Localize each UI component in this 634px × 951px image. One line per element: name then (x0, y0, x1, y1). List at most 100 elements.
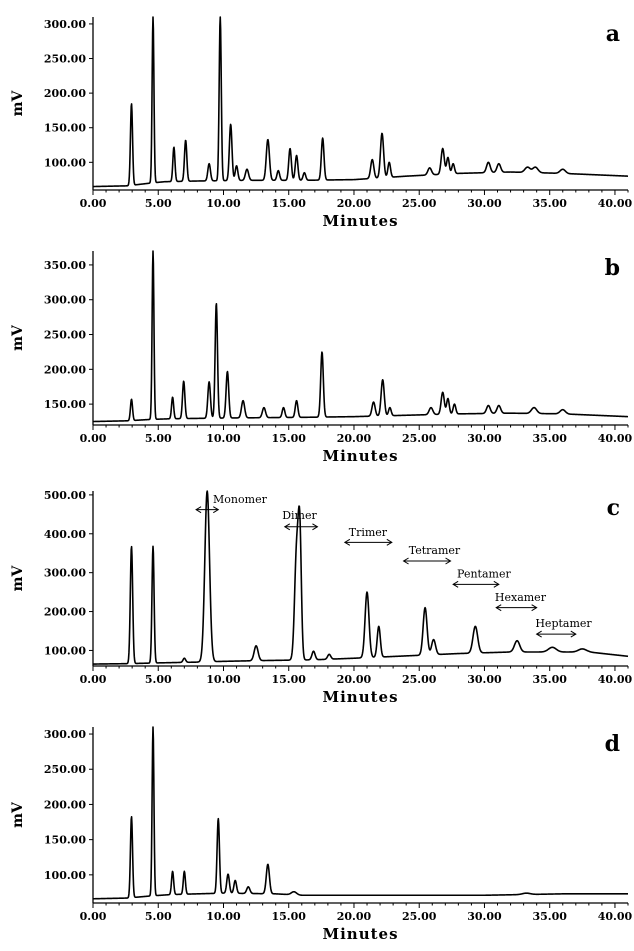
chart-panel-d: 100.00 150.00 200.00 250.00 300.00 0.00 5.00 10… (10, 726, 633, 943)
x-tick-label: 20.00 (337, 432, 372, 445)
arrow-head-left (195, 506, 202, 514)
annotation-label: Tetramer (409, 544, 461, 557)
arrow-head-right (312, 523, 319, 531)
chart-panel-b: 150.00 200.00 250.00 300.00 350.00 0.00 5.00 10… (10, 250, 633, 465)
x-tick-label: 0.00 (80, 197, 107, 210)
y-tick-label: 100.00 (44, 644, 86, 657)
chart-panel-c: 100.00 200.00 300.00 400.00 500.00 0.00 5.00 10… (10, 489, 633, 706)
y-tick-label: 200.00 (44, 798, 86, 811)
x-tick-label: 5.00 (145, 910, 172, 923)
y-axis-label: mV (10, 801, 26, 828)
x-tick-label: 15.00 (272, 910, 307, 923)
chromatogram-trace-c (92, 490, 629, 665)
x-tick-label: 25.00 (402, 673, 437, 686)
panel-label-b: b (605, 255, 620, 281)
y-tick-label: 300.00 (44, 18, 86, 31)
x-tick-label: 30.00 (467, 197, 502, 210)
annotation-heptamer: Heptamer (535, 617, 592, 638)
x-tick-label: 30.00 (467, 432, 502, 445)
x-tick-label: 35.00 (532, 432, 567, 445)
arrow-head-right (493, 580, 500, 588)
y-tick-label: 200.00 (44, 87, 86, 100)
annotation-monomer: Monomer (195, 493, 268, 514)
x-tick-label: 15.00 (272, 432, 307, 445)
arrow-head-right (570, 630, 577, 638)
x-tick-label: 10.00 (206, 197, 241, 210)
y-tick-label: 200.00 (44, 363, 86, 376)
chromatogram-trace-b (92, 250, 629, 423)
y-tick-label: 500.00 (44, 489, 86, 502)
annotation-label: Dimer (282, 509, 317, 522)
y-tick-label: 200.00 (44, 606, 86, 619)
arrow-head-right (213, 506, 220, 514)
x-tick-label: 40.00 (598, 432, 633, 445)
y-tick-label: 100.00 (44, 869, 86, 882)
x-tick-label: 30.00 (467, 910, 502, 923)
x-tick-label: 5.00 (145, 432, 172, 445)
panel-label-a: a (606, 21, 620, 47)
x-tick-label: 0.00 (80, 910, 107, 923)
x-axis-label: Minutes (322, 212, 398, 230)
x-tick-label: 0.00 (80, 673, 107, 686)
x-tick-label: 35.00 (532, 910, 567, 923)
panel-label-c: c (607, 495, 620, 521)
x-tick-label: 15.00 (272, 673, 307, 686)
annotation-dimer: Dimer (282, 509, 319, 531)
y-tick-label: 250.00 (44, 53, 86, 66)
y-tick-label: 300.00 (44, 728, 86, 741)
annotation-label: Pentamer (457, 567, 511, 580)
chromatogram-trace-a (92, 16, 629, 188)
panel-label-d: d (605, 731, 620, 757)
arrow-head-left (452, 580, 459, 588)
annotation-label: Trimer (349, 526, 388, 539)
x-tick-label: 0.00 (80, 432, 107, 445)
y-tick-label: 150.00 (44, 834, 86, 847)
x-tick-label: 40.00 (598, 910, 633, 923)
annotation-hexamer: Hexamer (495, 591, 547, 612)
annotation-label: Monomer (213, 493, 268, 506)
arrow-head-right (386, 538, 393, 546)
y-tick-label: 250.00 (44, 763, 86, 776)
x-tick-label: 35.00 (532, 673, 567, 686)
arrow-head-left (343, 538, 351, 546)
arrow-head-right (531, 604, 538, 612)
chromatogram-trace-d (92, 726, 629, 900)
x-tick-label: 25.00 (402, 432, 437, 445)
x-tick-label: 5.00 (145, 197, 172, 210)
y-tick-label: 150.00 (44, 398, 86, 411)
arrow-head-left (495, 604, 502, 612)
y-tick-label: 350.00 (44, 259, 86, 272)
annotation-pentamer: Pentamer (452, 567, 511, 588)
x-tick-label: 10.00 (206, 910, 241, 923)
y-tick-label: 300.00 (44, 294, 86, 307)
y-tick-label: 150.00 (44, 122, 86, 135)
x-axis-label: Minutes (322, 447, 398, 465)
x-tick-label: 25.00 (402, 910, 437, 923)
y-tick-label: 250.00 (44, 329, 86, 342)
annotation-label: Hexamer (495, 591, 547, 604)
x-tick-label: 40.00 (598, 673, 633, 686)
x-tick-label: 10.00 (206, 432, 241, 445)
y-axis-label: mV (10, 90, 26, 117)
arrow-head-right (445, 557, 452, 565)
y-tick-label: 100.00 (44, 156, 86, 169)
annotation-trimer: Trimer (343, 526, 393, 546)
y-tick-label: 300.00 (44, 567, 86, 580)
x-tick-label: 40.00 (598, 197, 633, 210)
annotation-tetramer: Tetramer (402, 544, 461, 565)
arrow-head-left (402, 557, 409, 565)
x-tick-label: 30.00 (467, 673, 502, 686)
arrow-head-left (283, 523, 291, 531)
annotation-label: Heptamer (535, 617, 592, 630)
x-tick-label: 20.00 (337, 197, 372, 210)
y-axis-label: mV (10, 324, 26, 351)
x-tick-label: 5.00 (145, 673, 172, 686)
x-tick-label: 35.00 (532, 197, 567, 210)
x-tick-label: 25.00 (402, 197, 437, 210)
x-tick-label: 10.00 (206, 673, 241, 686)
x-tick-label: 20.00 (337, 673, 372, 686)
x-axis-label: Minutes (322, 688, 398, 706)
x-tick-label: 20.00 (337, 910, 372, 923)
x-axis-label: Minutes (322, 925, 398, 943)
